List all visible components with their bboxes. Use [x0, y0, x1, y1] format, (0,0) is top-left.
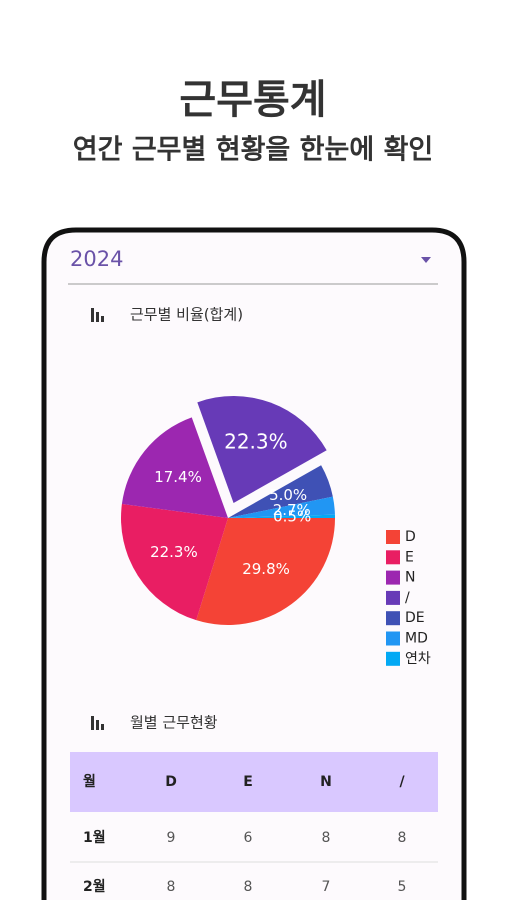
legend-swatch — [386, 590, 400, 605]
legend-swatch — [386, 651, 400, 666]
pie-slice — [228, 465, 333, 518]
legend-label: D — [405, 529, 416, 545]
table-cell: 7 — [322, 879, 331, 895]
data-label: 22.3% — [224, 429, 288, 453]
table-cell: 8 — [167, 879, 176, 895]
data-label: 0.5% — [273, 507, 311, 525]
legend-swatch — [386, 570, 400, 585]
table-header-cell: N — [320, 774, 332, 790]
table-header-cell: E — [243, 774, 253, 790]
table-cell: 2월 — [83, 878, 106, 895]
legend-swatch — [386, 611, 400, 626]
page-title: 근무통계 — [179, 77, 326, 123]
table-header — [70, 752, 438, 812]
table-header-cell: 월 — [83, 773, 96, 790]
legend-swatch — [386, 550, 400, 565]
section-icon — [91, 308, 104, 322]
section-title: 근무별 비율(합계) — [130, 306, 243, 324]
section-icon — [91, 716, 104, 730]
data-label: 22.3% — [150, 543, 198, 561]
data-label: 2.7% — [273, 501, 311, 519]
data-label: 5.0% — [269, 486, 307, 504]
legend-swatch — [386, 631, 400, 646]
pie-slice — [121, 417, 228, 518]
table-cell: 1월 — [83, 829, 106, 846]
pie-slice — [196, 518, 336, 625]
section-title: 월별 근무현황 — [130, 714, 218, 732]
legend-label: / — [405, 590, 410, 606]
table-header-cell: D — [165, 774, 177, 790]
year-select[interactable]: 2024 — [70, 247, 123, 271]
table-cell: 8 — [398, 830, 407, 846]
page-subtitle: 연간 근무별 현황을 한눈에 확인 — [73, 135, 434, 166]
legend-label: DE — [405, 610, 425, 626]
data-label: 29.8% — [242, 560, 290, 578]
legend-swatch — [386, 530, 400, 544]
data-label: 17.4% — [154, 468, 202, 486]
table-cell: 8 — [244, 879, 253, 895]
table-cell: 8 — [322, 830, 331, 846]
pie-slice — [228, 514, 335, 518]
legend-label: 연차 — [405, 651, 431, 667]
table-cell: 6 — [244, 830, 253, 846]
pie-slice — [228, 496, 335, 518]
table-cell: 5 — [398, 879, 407, 895]
legend-label: N — [405, 570, 415, 586]
table-header-cell: / — [399, 774, 405, 790]
table-cell: 9 — [167, 830, 176, 846]
legend-label: E — [405, 549, 414, 565]
pie-slice — [197, 395, 327, 503]
dropdown-arrow[interactable] — [421, 257, 431, 263]
pie-slice — [121, 503, 228, 621]
legend-label: MD — [405, 631, 428, 647]
